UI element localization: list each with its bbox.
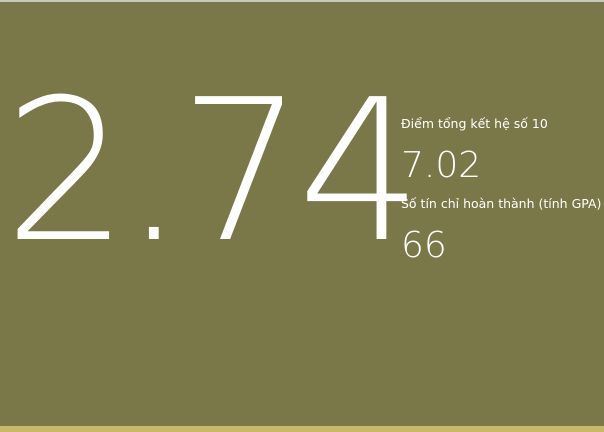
gpa-10-scale-value: 7.02 bbox=[401, 145, 482, 186]
completed-credits-label: Số tín chỉ hoàn thành (tính GPA) bbox=[401, 196, 602, 211]
gpa-10-scale-label: Điểm tổng kết hệ số 10 bbox=[401, 116, 548, 131]
bottom-accent-bar bbox=[0, 426, 604, 432]
completed-credits-value: 66 bbox=[401, 225, 447, 266]
gpa-value: 2.74 bbox=[4, 58, 422, 286]
window-top-border bbox=[0, 0, 604, 2]
